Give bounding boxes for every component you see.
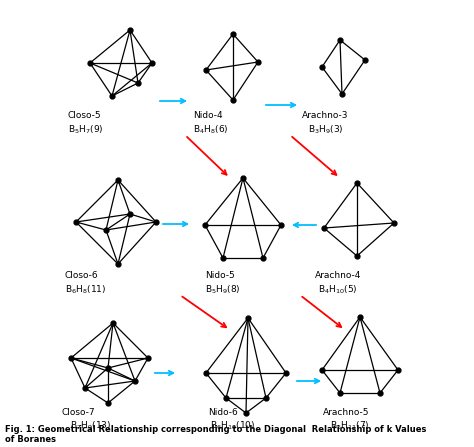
Text: Arachno-4: Arachno-4 <box>315 271 361 280</box>
Text: $\mathregular{B_4H_{10}(5)}$: $\mathregular{B_4H_{10}(5)}$ <box>318 283 357 295</box>
Text: Arachno-5: Arachno-5 <box>323 408 370 417</box>
Text: $\mathregular{B_6H_8(11)}$: $\mathregular{B_6H_8(11)}$ <box>65 283 106 295</box>
Text: Closo-7: Closo-7 <box>62 408 96 417</box>
Text: Nido-5: Nido-5 <box>205 271 235 280</box>
Text: $\mathregular{B_6H_{10}(10)}$: $\mathregular{B_6H_{10}(10)}$ <box>210 419 255 431</box>
Text: Closo-6: Closo-6 <box>65 271 99 280</box>
Text: $\mathregular{B_4H_8(6)}$: $\mathregular{B_4H_8(6)}$ <box>193 123 228 135</box>
Text: Arachno-3: Arachno-3 <box>302 111 348 120</box>
Text: Fig. 1: Geometrical Relationship corresponding to the Diagonal  Relationship of : Fig. 1: Geometrical Relationship corresp… <box>5 425 427 444</box>
Text: $\mathregular{B_7H_9(13)}$: $\mathregular{B_7H_9(13)}$ <box>70 419 111 431</box>
Text: $\mathregular{B_5H_{11}(7)}$: $\mathregular{B_5H_{11}(7)}$ <box>330 419 370 431</box>
Text: Nido-6: Nido-6 <box>208 408 238 417</box>
Text: $\mathregular{B_5H_7(9)}$: $\mathregular{B_5H_7(9)}$ <box>68 123 104 135</box>
Text: Nido-4: Nido-4 <box>193 111 223 120</box>
Text: Closo-5: Closo-5 <box>68 111 101 120</box>
Text: $\mathregular{B_5H_9(8)}$: $\mathregular{B_5H_9(8)}$ <box>205 283 241 295</box>
Text: $\mathregular{B_3H_9(3)}$: $\mathregular{B_3H_9(3)}$ <box>308 123 344 135</box>
